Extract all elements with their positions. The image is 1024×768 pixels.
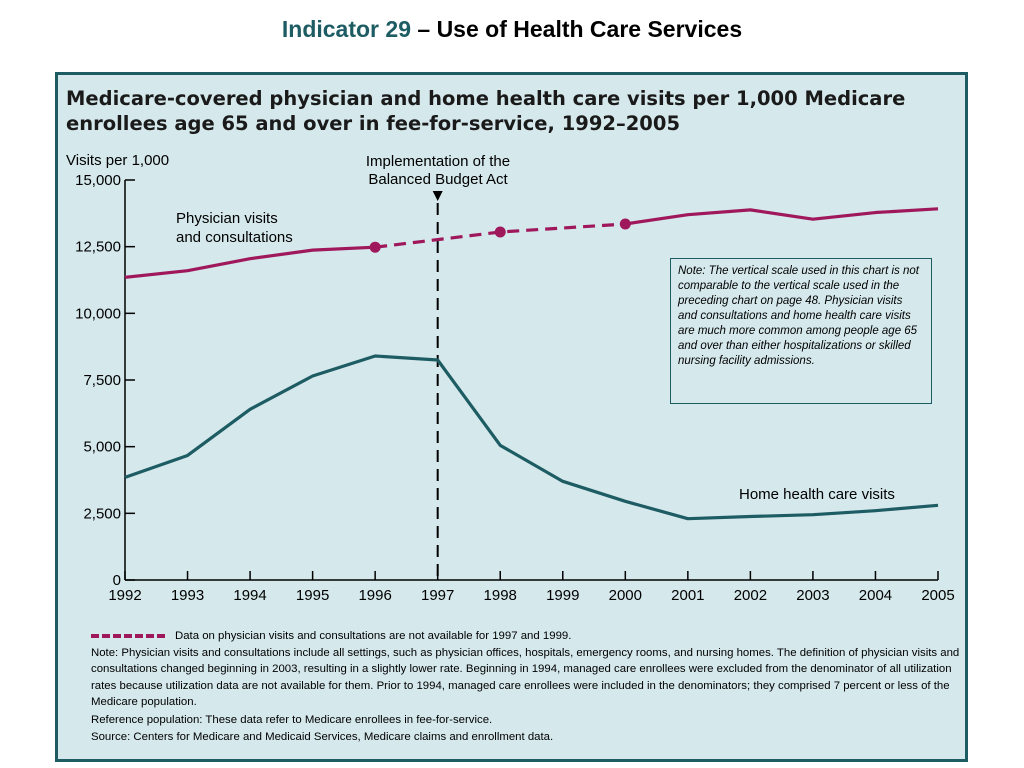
physician-line-solid-early xyxy=(124,245,376,279)
y-tick-label: 10,000 xyxy=(75,305,121,322)
y-tick-label: 2,500 xyxy=(83,505,121,522)
x-tick-label: 2002 xyxy=(734,587,767,604)
physician-series-label-line2: and consultations xyxy=(176,229,293,246)
x-tick-label: 1993 xyxy=(171,587,204,604)
physician-data-point xyxy=(369,241,381,253)
axes: 0 2,500 5,000 7,500 10,000 12,500 15,000 1992 19… xyxy=(75,172,955,604)
x-tick-label: 2005 xyxy=(921,587,954,604)
x-tick-label: 2004 xyxy=(859,587,892,604)
physician-series-label-line1: Physician visits xyxy=(176,210,278,227)
x-tick-label: 1997 xyxy=(421,587,454,604)
y-tick-label: 15,000 xyxy=(75,172,121,189)
bba-label-line1: Implementation of the xyxy=(366,153,510,170)
dashed-line-swatch xyxy=(91,634,165,639)
bba-arrow-icon xyxy=(432,191,443,201)
series-group xyxy=(124,207,939,521)
x-tick-label: 1994 xyxy=(233,587,266,604)
dashed-legend-text: Data on physician visits and consultatio… xyxy=(175,630,572,642)
footer-note: Note: Physician visits and consultations… xyxy=(91,646,960,709)
footer-reference: Reference population: These data refer t… xyxy=(91,713,493,726)
chart-title-line2: enrollees age 65 and over in fee-for-ser… xyxy=(66,112,680,135)
x-tick-label: 1992 xyxy=(108,587,141,604)
slide-title-text: – Use of Health Care Services xyxy=(411,16,743,42)
y-tick-label: 7,500 xyxy=(83,372,121,389)
x-tick-label: 1995 xyxy=(296,587,329,604)
bba-annotation: Implementation of the Balanced Budget Ac… xyxy=(366,153,510,580)
physician-line-solid-late xyxy=(625,207,939,226)
physician-data-point xyxy=(619,218,631,230)
bba-label-line2: Balanced Budget Act xyxy=(368,171,508,188)
x-tick-label: 1998 xyxy=(484,587,517,604)
x-tick-label: 2003 xyxy=(796,587,829,604)
home-health-line xyxy=(124,354,939,521)
y-tick-label: 12,500 xyxy=(75,239,121,256)
indicator-label: Indicator 29 xyxy=(281,16,411,42)
chart-note-box: Note: The vertical scale used in this ch… xyxy=(670,258,932,404)
footer-source: Source: Centers for Medicare and Medicai… xyxy=(91,731,554,743)
physician-data-point xyxy=(494,226,506,238)
slide-title: Indicator 29 – Use of Health Care Servic… xyxy=(0,16,1024,43)
home-health-series-label: Home health care visits xyxy=(739,486,895,503)
chart-panel: Medicare-covered physician and home heal… xyxy=(55,72,968,762)
chart-footer: Data on physician visits and consultatio… xyxy=(91,628,961,747)
x-tick-label: 1999 xyxy=(546,587,579,604)
y-tick-label: 0 xyxy=(113,572,121,589)
x-tick-label: 2001 xyxy=(671,587,704,604)
line-chart: Medicare-covered physician and home heal… xyxy=(66,87,955,604)
dashed-legend: Data on physician visits and consultatio… xyxy=(91,628,961,645)
y-axis-label: Visits per 1,000 xyxy=(66,152,169,169)
x-tick-label: 1996 xyxy=(358,587,391,604)
x-tick-label: 2000 xyxy=(609,587,642,604)
chart-title-line1: Medicare-covered physician and home heal… xyxy=(66,87,905,110)
y-tick-label: 5,000 xyxy=(83,439,121,456)
